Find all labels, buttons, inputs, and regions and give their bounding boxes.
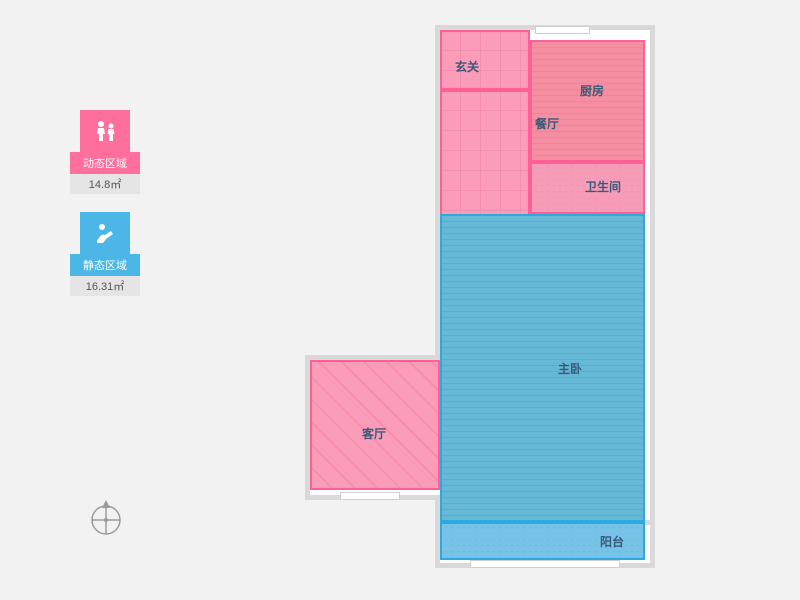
label-entrance: 玄关 — [455, 58, 479, 75]
legend-dynamic-value: 14.8㎡ — [70, 174, 140, 194]
room-entrance — [440, 30, 530, 90]
opening-top — [535, 26, 590, 34]
room-bedroom — [440, 214, 645, 522]
label-dining: 餐厅 — [535, 115, 559, 132]
label-living: 客厅 — [362, 425, 386, 442]
label-bedroom: 主卧 — [558, 360, 582, 377]
compass — [88, 500, 124, 536]
legend-dynamic-title: 动态区域 — [70, 152, 140, 174]
room-dining — [440, 90, 530, 230]
label-bathroom: 卫生间 — [585, 178, 621, 195]
floorplan: 玄关 厨房 餐厅 卫生间 主卧 客厅 阳台 — [290, 30, 730, 570]
opening-living-bottom — [340, 492, 400, 500]
room-kitchen — [530, 40, 645, 162]
legend-static-title: 静态区域 — [70, 254, 140, 276]
opening-balcony — [470, 560, 620, 568]
people-icon — [91, 119, 119, 143]
legend-static: 静态区域 16.31㎡ — [70, 212, 140, 296]
label-kitchen: 厨房 — [580, 82, 604, 99]
legend-static-value: 16.31㎡ — [70, 276, 140, 296]
legend-dynamic-swatch — [80, 110, 130, 152]
legend-dynamic: 动态区域 14.8㎡ — [70, 110, 140, 194]
reading-icon — [91, 221, 119, 245]
label-balcony: 阳台 — [600, 533, 624, 550]
legend: 动态区域 14.8㎡ 静态区域 16.31㎡ — [70, 110, 140, 314]
legend-static-swatch — [80, 212, 130, 254]
